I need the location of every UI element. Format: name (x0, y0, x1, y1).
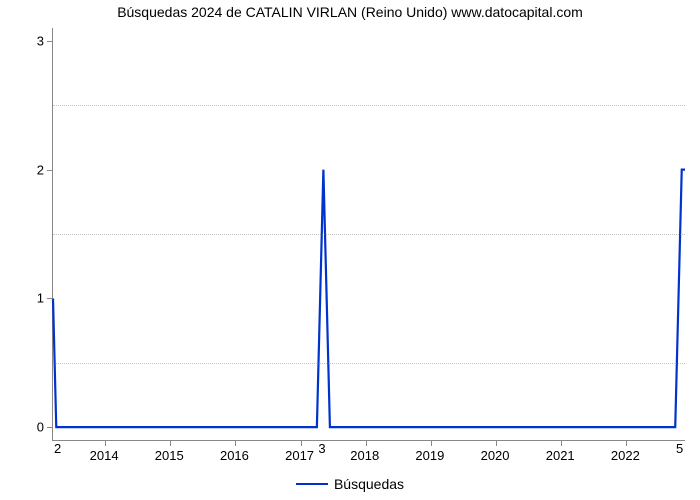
x-tick (235, 440, 236, 446)
series-line (53, 170, 685, 428)
y-tick (47, 41, 53, 42)
y-tick (47, 170, 53, 171)
x-tick-label: 2019 (415, 448, 444, 463)
x-tick (561, 440, 562, 446)
x-tick (105, 440, 106, 446)
gridline (53, 363, 685, 364)
x-tick (170, 440, 171, 446)
x-tick-label: 2021 (546, 448, 575, 463)
x-tick-label: 2017 (285, 448, 314, 463)
x-tick (431, 440, 432, 446)
x-tick (301, 440, 302, 446)
x-tick-label: 2020 (481, 448, 510, 463)
x-tick-label: 2016 (220, 448, 249, 463)
chart-title: Búsquedas 2024 de CATALIN VIRLAN (Reino … (0, 4, 700, 20)
corner-number-right: 5 (676, 441, 683, 456)
y-tick-label: 0 (24, 420, 44, 435)
x-tick (496, 440, 497, 446)
chart-container: Búsquedas 2024 de CATALIN VIRLAN (Reino … (0, 0, 700, 500)
corner-number-center: 3 (318, 441, 325, 456)
plot-area (52, 28, 685, 441)
y-tick (47, 427, 53, 428)
y-tick-label: 1 (24, 291, 44, 306)
y-tick-label: 2 (24, 162, 44, 177)
x-tick-label: 2014 (90, 448, 119, 463)
legend-label: Búsquedas (334, 476, 404, 492)
corner-number-left: 2 (54, 441, 61, 456)
gridline (53, 105, 685, 106)
x-tick-label: 2018 (350, 448, 379, 463)
gridline (53, 234, 685, 235)
y-tick (47, 298, 53, 299)
legend: Búsquedas (0, 476, 700, 492)
y-tick-label: 3 (24, 33, 44, 48)
x-tick (366, 440, 367, 446)
legend-swatch (296, 483, 328, 485)
x-tick-label: 2022 (611, 448, 640, 463)
x-tick (626, 440, 627, 446)
x-tick-label: 2015 (155, 448, 184, 463)
